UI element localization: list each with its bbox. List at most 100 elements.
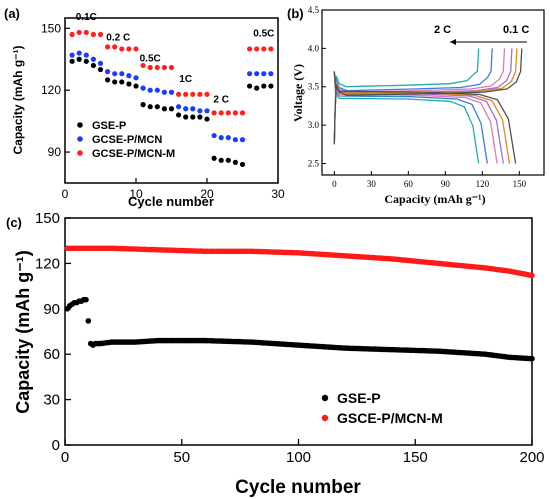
panel-a-point-1 bbox=[105, 69, 111, 75]
panel-a-legend-label: GSE-P bbox=[92, 120, 126, 132]
panel-b-frame bbox=[321, 9, 545, 176]
panel-a-ytick-label: 90 bbox=[48, 145, 62, 159]
panel-a-point-1 bbox=[147, 87, 153, 93]
panel-a-point-1 bbox=[197, 108, 203, 114]
panel-a-point-1 bbox=[183, 106, 189, 112]
panel-a-rate-label: 0.5C bbox=[140, 53, 161, 64]
panel-a-point-0 bbox=[140, 102, 146, 108]
panel-a-xtick-label: 0 bbox=[62, 187, 69, 201]
panel-c-xtick-label: 150 bbox=[403, 449, 428, 466]
panel-a-point-0 bbox=[83, 58, 89, 64]
panel-a-legend-label: GCSE-P/MCN bbox=[92, 134, 162, 146]
panel-a-point-2 bbox=[161, 64, 167, 71]
panel-a-point-2 bbox=[232, 110, 238, 116]
panel-a-point-2 bbox=[105, 44, 111, 50]
panel-a-point-1 bbox=[90, 56, 96, 62]
panel-a-point-1 bbox=[232, 137, 238, 143]
panel-c-point-0 bbox=[529, 355, 535, 362]
panel-a-xtick-label: 10 bbox=[129, 187, 143, 201]
panel-a-point-0 bbox=[126, 81, 132, 87]
panel-c-ytick-label: 120 bbox=[35, 255, 60, 272]
panel-a-point-1 bbox=[261, 71, 267, 77]
panel-a-point-0 bbox=[261, 83, 267, 89]
panel-c-ytick-label: 0 bbox=[52, 437, 60, 454]
panel-a-point-0 bbox=[190, 114, 196, 120]
panel-a-point-0 bbox=[183, 114, 189, 120]
panel-a-point-2 bbox=[183, 91, 189, 97]
panel-a-point-2 bbox=[112, 44, 118, 50]
panel-c-legend-marker bbox=[321, 394, 329, 402]
panel-a-point-0 bbox=[232, 159, 238, 165]
panel-b-ytick-label: 4.0 bbox=[308, 43, 320, 53]
panel-c-legend-label: GSE-P bbox=[337, 390, 381, 406]
panel-c-xtick-label: 100 bbox=[286, 449, 311, 466]
panel-a-point-0 bbox=[133, 83, 139, 89]
panel-a-point-1 bbox=[225, 135, 231, 141]
panel-a-xtick-label: 30 bbox=[271, 187, 285, 201]
panel-c-legend-label: GSCE-P/MCN-M bbox=[337, 410, 443, 426]
panel-b-xlabel: Capacity (mAh g⁻¹) bbox=[384, 192, 485, 206]
panel-b-ytick-label: 4.5 bbox=[308, 5, 320, 15]
panel-b-discharge-curve-5 bbox=[333, 71, 517, 164]
panel-a-point-0 bbox=[168, 106, 175, 112]
panel-a-point-2 bbox=[147, 64, 153, 71]
panel-a-point-0 bbox=[119, 79, 125, 85]
panel-a-point-1 bbox=[254, 71, 260, 77]
panel-b-xtick-label: 120 bbox=[476, 179, 490, 189]
panel-c-ytick-label: 90 bbox=[43, 301, 60, 318]
panel-a-point-0 bbox=[254, 85, 260, 91]
panel-b-xtick-label: 30 bbox=[367, 179, 377, 189]
panel-c-chart: 0 50 100 150 200 0 30 60 90 120 150 Cycle number C… bbox=[13, 210, 545, 498]
panel-a-point-1 bbox=[76, 50, 82, 56]
panel-a-point-1 bbox=[204, 108, 210, 114]
panel-a-point-2 bbox=[204, 91, 210, 97]
panel-a-point-1 bbox=[218, 135, 224, 141]
panel-a-point-1 bbox=[211, 132, 217, 139]
panel-a-point-1 bbox=[161, 89, 167, 95]
panel-a-point-2 bbox=[76, 29, 82, 36]
panel-a-point-1 bbox=[112, 71, 118, 77]
panel-c-ytick-label: 60 bbox=[43, 346, 60, 363]
panel-a-point-0 bbox=[218, 157, 224, 163]
panel-a-point-1 bbox=[119, 71, 125, 77]
panel-a-ytick-label: 120 bbox=[41, 83, 61, 97]
panel-a-point-0 bbox=[161, 106, 167, 112]
panel-a-rate-label: 1C bbox=[179, 74, 192, 85]
panel-b-xtick-label: 0 bbox=[332, 179, 337, 189]
panel-a-point-2 bbox=[154, 64, 160, 71]
panel-a-frame bbox=[64, 17, 279, 184]
panel-a-point-2 bbox=[90, 31, 96, 38]
panel-c-xlabel: Cycle number bbox=[235, 477, 361, 498]
panel-b-xtick-label: 90 bbox=[441, 179, 451, 189]
panel-b-ylabel: Voltage (V) bbox=[291, 64, 305, 122]
panel-a-point-2 bbox=[140, 62, 146, 69]
panel-a-rate-label: 0.1C bbox=[76, 12, 97, 23]
panel-a-point-0 bbox=[97, 66, 104, 73]
panel-a-rate-label: 2 C bbox=[213, 95, 229, 106]
panel-b-annotation-01c: 0.1 C bbox=[503, 24, 529, 36]
panel-a-xlabel: Cycle number bbox=[128, 194, 214, 209]
panel-b-xtick-label: 150 bbox=[513, 179, 527, 189]
panel-a-point-2 bbox=[218, 110, 224, 116]
panel-a-point-1 bbox=[190, 106, 196, 112]
panel-a-point-2 bbox=[119, 46, 125, 52]
panel-a-point-1 bbox=[239, 137, 246, 143]
panel-a-rate-label: 0.5C bbox=[253, 29, 274, 40]
panel-a-point-0 bbox=[76, 56, 82, 62]
panel-a-point-1 bbox=[69, 52, 75, 58]
panel-a-label: (a) bbox=[4, 6, 20, 21]
panel-a-point-0 bbox=[197, 114, 203, 120]
panel-a-ytick-label: 150 bbox=[41, 21, 61, 35]
panel-a-point-1 bbox=[176, 104, 182, 110]
panel-a-point-0 bbox=[112, 79, 118, 85]
panel-a-point-0 bbox=[211, 155, 217, 161]
panel-a-point-2 bbox=[261, 46, 267, 52]
panel-a-point-1 bbox=[268, 71, 274, 77]
panel-a-point-1 bbox=[133, 75, 139, 81]
panel-a-point-0 bbox=[147, 104, 153, 110]
panel-c-legend-marker bbox=[321, 414, 329, 422]
panel-a-point-1 bbox=[97, 60, 104, 66]
panel-c-label: (c) bbox=[6, 215, 22, 230]
panel-a-point-2 bbox=[239, 110, 246, 116]
